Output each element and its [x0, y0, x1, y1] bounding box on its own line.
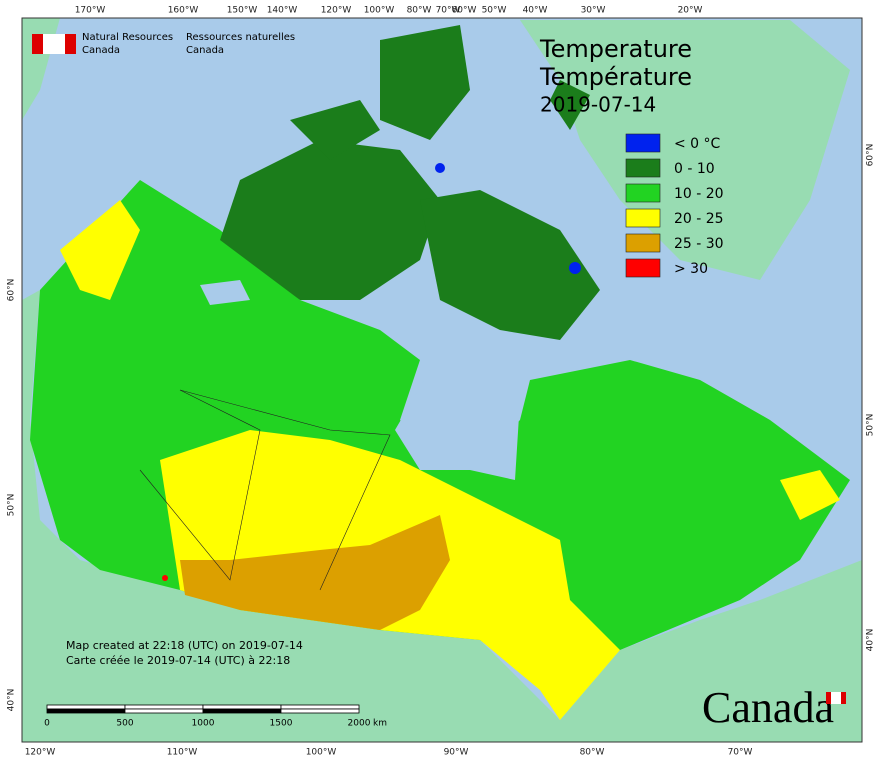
- scale-segment: [46, 704, 126, 710]
- graticule-label: 150°W: [227, 6, 258, 16]
- graticule-label: 160°W: [168, 6, 199, 16]
- scale-segment: [280, 708, 360, 714]
- legend-label: 20 - 25: [674, 211, 724, 227]
- hudson-bay: [395, 360, 520, 480]
- note: Map created at 22:18 (UTC) on 2019-07-14: [66, 639, 303, 652]
- graticule-label: 50°N: [7, 494, 17, 517]
- cold-spot: [569, 262, 581, 274]
- legend-swatch: [625, 208, 661, 228]
- graticule-label: 170°W: [75, 6, 106, 16]
- border: [139, 389, 261, 581]
- legend-label: < 0 °C: [674, 136, 721, 152]
- legend-swatch: [625, 158, 661, 178]
- scale-label: 0: [44, 719, 50, 729]
- scale-segment: [124, 708, 204, 714]
- warm-zone: [780, 470, 840, 520]
- agency-fr: Canada: [186, 45, 224, 56]
- graticule-label: 100°W: [364, 6, 395, 16]
- graticule-label: 140°W: [267, 6, 298, 16]
- graticule-label: 40°W: [523, 6, 548, 16]
- wordmark: Canada: [702, 683, 834, 732]
- scale-segment: [46, 708, 126, 714]
- border: [179, 389, 391, 591]
- graticule-label: 60°N: [866, 144, 876, 167]
- scale-segment: [124, 704, 204, 710]
- wordmark-flag-centre: [831, 692, 841, 704]
- legend-label: > 30: [674, 261, 708, 277]
- legend-swatch: [625, 258, 661, 278]
- scale-segment: [280, 704, 360, 710]
- island: [550, 80, 590, 130]
- legend-swatch: [625, 133, 661, 153]
- island: [220, 140, 440, 300]
- graticule-label: 40°N: [7, 689, 17, 712]
- cold-spot: [435, 163, 445, 173]
- frame: [21, 17, 863, 743]
- scale-unit: km: [373, 719, 387, 729]
- agency-en: Canada: [82, 45, 120, 56]
- hot-spot: [162, 575, 168, 581]
- graticule-label: 110°W: [167, 748, 198, 758]
- graticule-label: 60°N: [7, 279, 17, 302]
- legend-swatch: [625, 233, 661, 253]
- legend-swatch: [625, 183, 661, 203]
- scale-label: 500: [116, 719, 133, 729]
- land-greenland: [520, 20, 850, 280]
- graticule-label: 30°W: [581, 6, 606, 16]
- strait: [200, 280, 250, 305]
- island: [420, 190, 600, 340]
- graticule-label: 70°W: [436, 6, 461, 16]
- graticule-label: 60°W: [452, 6, 477, 16]
- graticule-label: 80°W: [580, 748, 605, 758]
- graticule-label: 100°W: [306, 748, 337, 758]
- graticule-label: 120°W: [25, 748, 56, 758]
- graticule-label: 80°W: [407, 6, 432, 16]
- graticule-label: 20°W: [678, 6, 703, 16]
- graticule-label: 50°N: [866, 414, 876, 437]
- date: 2019-07-14: [540, 93, 656, 117]
- scale-label: 1000: [192, 719, 215, 729]
- graticule-label: 120°W: [321, 6, 352, 16]
- note: Carte créée le 2019-07-14 (UTC) à 22:18: [66, 654, 290, 667]
- title: Temperature: [539, 35, 692, 63]
- scale-label: 1500: [270, 719, 293, 729]
- title: Température: [539, 63, 692, 91]
- warm-zone: [60, 200, 140, 300]
- graticule-label: 90°W: [444, 748, 469, 758]
- hot-zone: [180, 515, 450, 630]
- land-usa: [22, 290, 862, 742]
- graticule-label: 40°N: [866, 629, 876, 652]
- agency-en: Natural Resources: [82, 32, 173, 43]
- graticule-label: 70°W: [728, 748, 753, 758]
- flag-centre: [43, 34, 65, 54]
- legend-label: 0 - 10: [674, 161, 715, 177]
- island: [290, 100, 380, 160]
- graticule-label: 50°W: [482, 6, 507, 16]
- agency-fr: Ressources naturelles: [186, 32, 295, 43]
- scale-segment: [202, 704, 282, 710]
- legend-label: 25 - 30: [674, 236, 724, 252]
- island: [380, 25, 470, 140]
- scale-label: 2000: [348, 719, 371, 729]
- scale-segment: [202, 708, 282, 714]
- legend-label: 10 - 20: [674, 186, 724, 202]
